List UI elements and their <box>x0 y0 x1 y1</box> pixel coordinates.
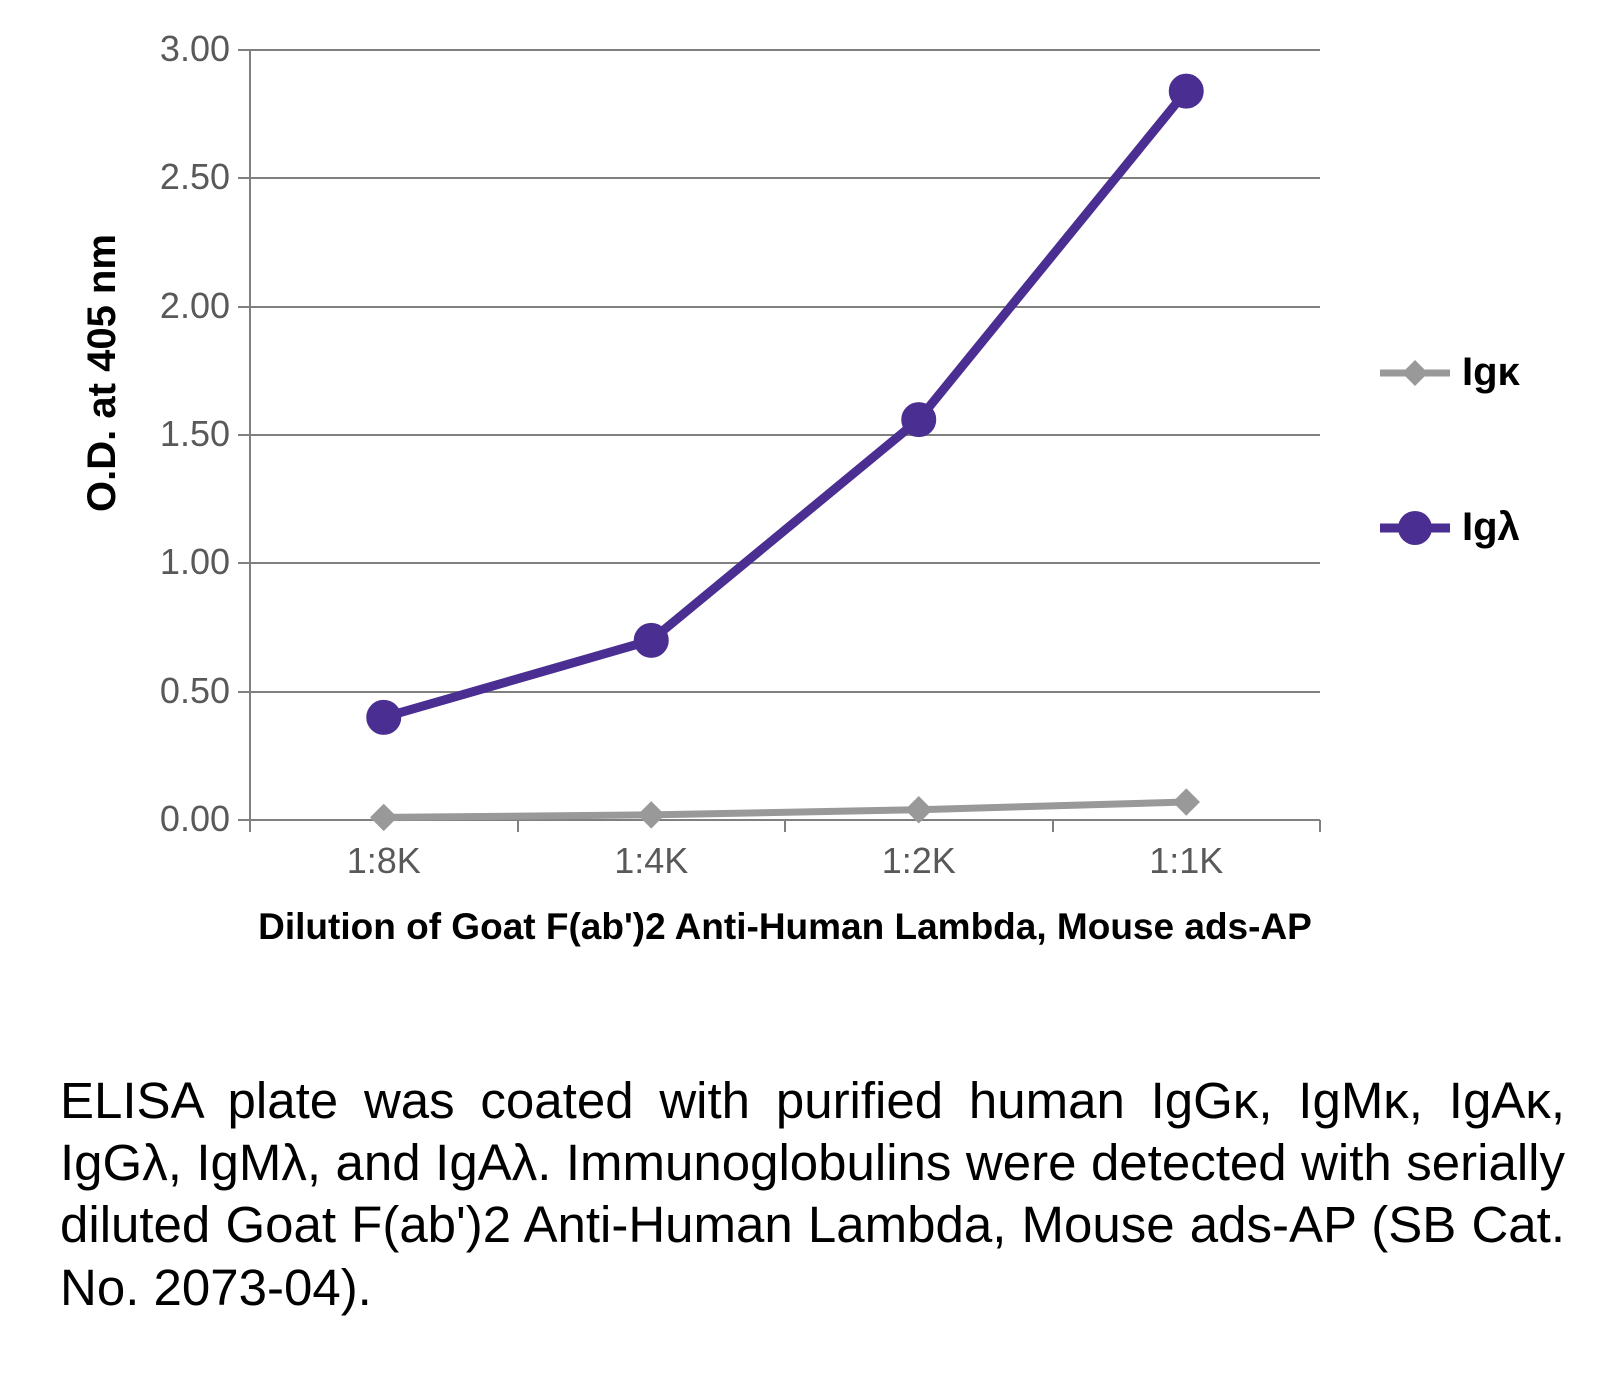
legend-label: Igκ <box>1462 350 1520 395</box>
series-layer <box>250 50 1320 820</box>
y-tick-label: 3.00 <box>120 28 230 70</box>
x-tick-label: 1:2K <box>839 840 999 882</box>
y-tick-label: 1.50 <box>120 413 230 455</box>
x-tickmark <box>784 820 786 832</box>
series-marker <box>902 403 936 437</box>
legend-item: Igλ <box>1380 505 1520 550</box>
series-line <box>384 802 1187 817</box>
series-marker <box>371 804 397 830</box>
x-tick-label: 1:8K <box>304 840 464 882</box>
x-tickmark <box>249 820 251 832</box>
series-marker <box>1169 74 1203 108</box>
caption-text: ELISA plate was coated with purified hum… <box>60 1070 1565 1319</box>
chart-area: 0.00 0.50 1.00 1.50 2.00 2.50 3.00 1:8K 1:4K 1:2K… <box>60 30 1560 1030</box>
series-marker <box>1173 789 1199 815</box>
y-tick-label: 2.50 <box>120 156 230 198</box>
x-tickmark <box>1052 820 1054 832</box>
x-tickmark <box>1319 820 1321 832</box>
legend-item: Igκ <box>1380 350 1520 395</box>
figure: 0.00 0.50 1.00 1.50 2.00 2.50 3.00 1:8K 1:4K 1:2K… <box>0 0 1620 1378</box>
x-tick-label: 1:4K <box>571 840 731 882</box>
y-tick-label: 0.50 <box>120 670 230 712</box>
y-tick-label: 1.00 <box>120 541 230 583</box>
legend-swatch <box>1380 351 1460 395</box>
legend-label: Igλ <box>1462 505 1520 550</box>
y-tick-label: 0.00 <box>120 798 230 840</box>
x-tick-label: 1:1K <box>1106 840 1266 882</box>
series-marker <box>367 700 401 734</box>
series-line <box>384 91 1187 717</box>
y-tick-label: 2.00 <box>120 285 230 327</box>
x-axis-title: Dilution of Goat F(ab')2 Anti-Human Lamb… <box>250 906 1320 948</box>
plot-region: 0.000.501.001.502.002.503.001:8K1:4K1:2K… <box>250 50 1320 820</box>
y-axis-title: O.D. at 405 nm <box>80 65 125 681</box>
series-marker <box>906 797 932 823</box>
legend-swatch <box>1380 506 1460 550</box>
series-marker <box>638 802 664 828</box>
series-marker <box>634 623 668 657</box>
x-tickmark <box>517 820 519 832</box>
